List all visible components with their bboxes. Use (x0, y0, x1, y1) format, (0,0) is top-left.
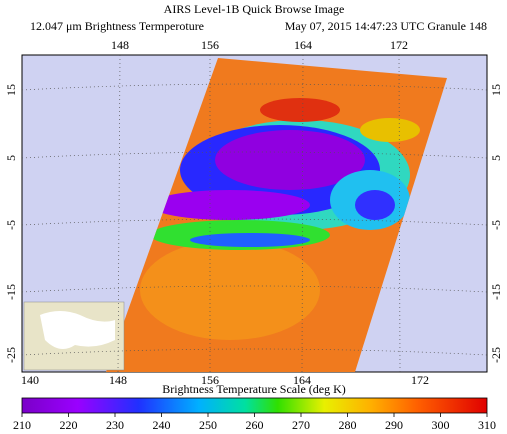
lat-label-right: 5 (489, 155, 503, 161)
lat-label-right: 15 (489, 84, 503, 96)
colorbar-tick-label: 280 (339, 418, 357, 432)
parallel (21, 348, 488, 356)
lon-label-bottom: 140 (21, 373, 39, 387)
parallel (21, 83, 488, 91)
colorbar-tick-label: 290 (385, 418, 403, 432)
lat-label-right: -25 (489, 347, 503, 363)
subtitle-left: 12.047 μm Brightness Termperoture (30, 19, 204, 33)
colorbar-tick-label: 230 (106, 418, 124, 432)
lat-label-right: -15 (489, 284, 503, 300)
lat-label-left: -5 (4, 220, 18, 230)
colorbar-tick-label: 270 (292, 418, 310, 432)
lon-label-top: 172 (390, 38, 408, 52)
meridian (301, 54, 304, 373)
colorbar-tick-label: 260 (246, 418, 264, 432)
lon-label-top: 148 (111, 38, 129, 52)
lon-label-top: 156 (201, 38, 219, 52)
subtitle-right: May 07, 2015 14:47:23 UTC Granule 148 (285, 19, 487, 33)
parallel (21, 218, 488, 226)
colorbar-tick-label: 210 (13, 418, 31, 432)
colorbar-tick-label: 240 (153, 418, 171, 432)
colorbar-tick-label: 250 (199, 418, 217, 432)
colorbar-label: Brightness Temperature Scale (deg K) (162, 382, 346, 396)
colorbar (21, 397, 488, 414)
lat-label-right: -5 (489, 220, 503, 230)
lat-label-left: -25 (4, 347, 18, 363)
colorbar-tick-label: 300 (432, 418, 450, 432)
lon-label-bottom: 148 (109, 373, 127, 387)
lat-label-left: 15 (4, 84, 18, 96)
parallel (21, 285, 488, 293)
colorbar-tick-label: 220 (60, 418, 78, 432)
lon-label-top: 164 (294, 38, 312, 52)
lon-label-bottom: 164 (293, 373, 311, 387)
title: AIRS Level-1B Quick Browse Image (164, 2, 345, 16)
parallel (21, 151, 488, 159)
inset-map (23, 301, 125, 371)
grid (21, 54, 488, 373)
lat-label-left: -15 (4, 284, 18, 300)
meridian (117, 54, 121, 373)
lat-label-left: 5 (4, 155, 18, 161)
colorbar-tick-label: 310 (478, 418, 496, 432)
lon-label-bottom: 172 (411, 373, 429, 387)
lon-label-bottom: 156 (201, 373, 219, 387)
meridian (398, 54, 401, 373)
